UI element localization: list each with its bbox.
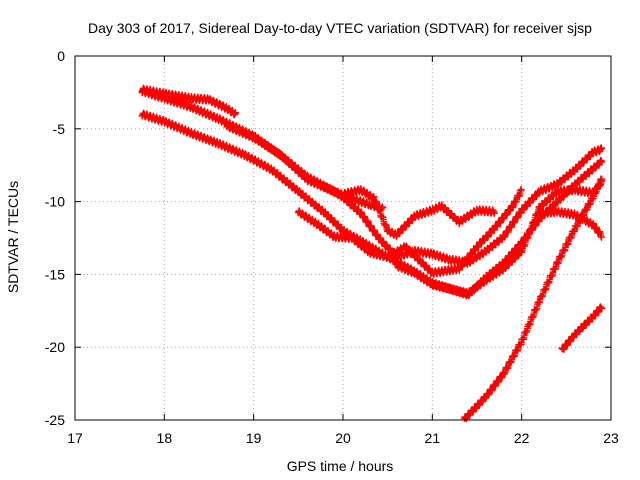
y-axis-label: SDTVAR / TECUs [5,181,21,293]
y-tick-label: -20 [45,339,65,355]
series-markers [460,175,606,423]
series-markers [294,185,525,278]
series-track-7 [393,176,606,299]
series-track-5 [294,185,525,278]
axis-ticks: 17 18 19 20 21 22 23 0 -5 -10 -15 -20 -25 [45,48,619,446]
series-markers [558,303,606,354]
data-points [138,84,606,423]
x-tick-label: 19 [246,430,262,446]
series-markers [339,185,498,241]
y-tick-label: -25 [45,412,65,428]
series-markers [393,176,606,299]
series-track-10 [558,303,606,354]
x-tick-label: 21 [425,430,441,446]
y-tick-label: -15 [45,266,65,282]
x-tick-label: 22 [514,430,530,446]
chart-title: Day 303 of 2017, Sidereal Day-to-day VTE… [88,20,592,36]
x-axis-label: GPS time / hours [287,458,394,474]
y-tick-label: -5 [53,121,66,137]
y-tick-label: -10 [45,194,65,210]
x-tick-label: 23 [603,430,619,446]
y-tick-label: 0 [57,48,65,64]
series-track-9 [460,175,606,423]
x-tick-label: 17 [67,430,83,446]
x-tick-label: 18 [157,430,173,446]
series-track-6 [339,185,498,241]
x-tick-label: 20 [335,430,351,446]
